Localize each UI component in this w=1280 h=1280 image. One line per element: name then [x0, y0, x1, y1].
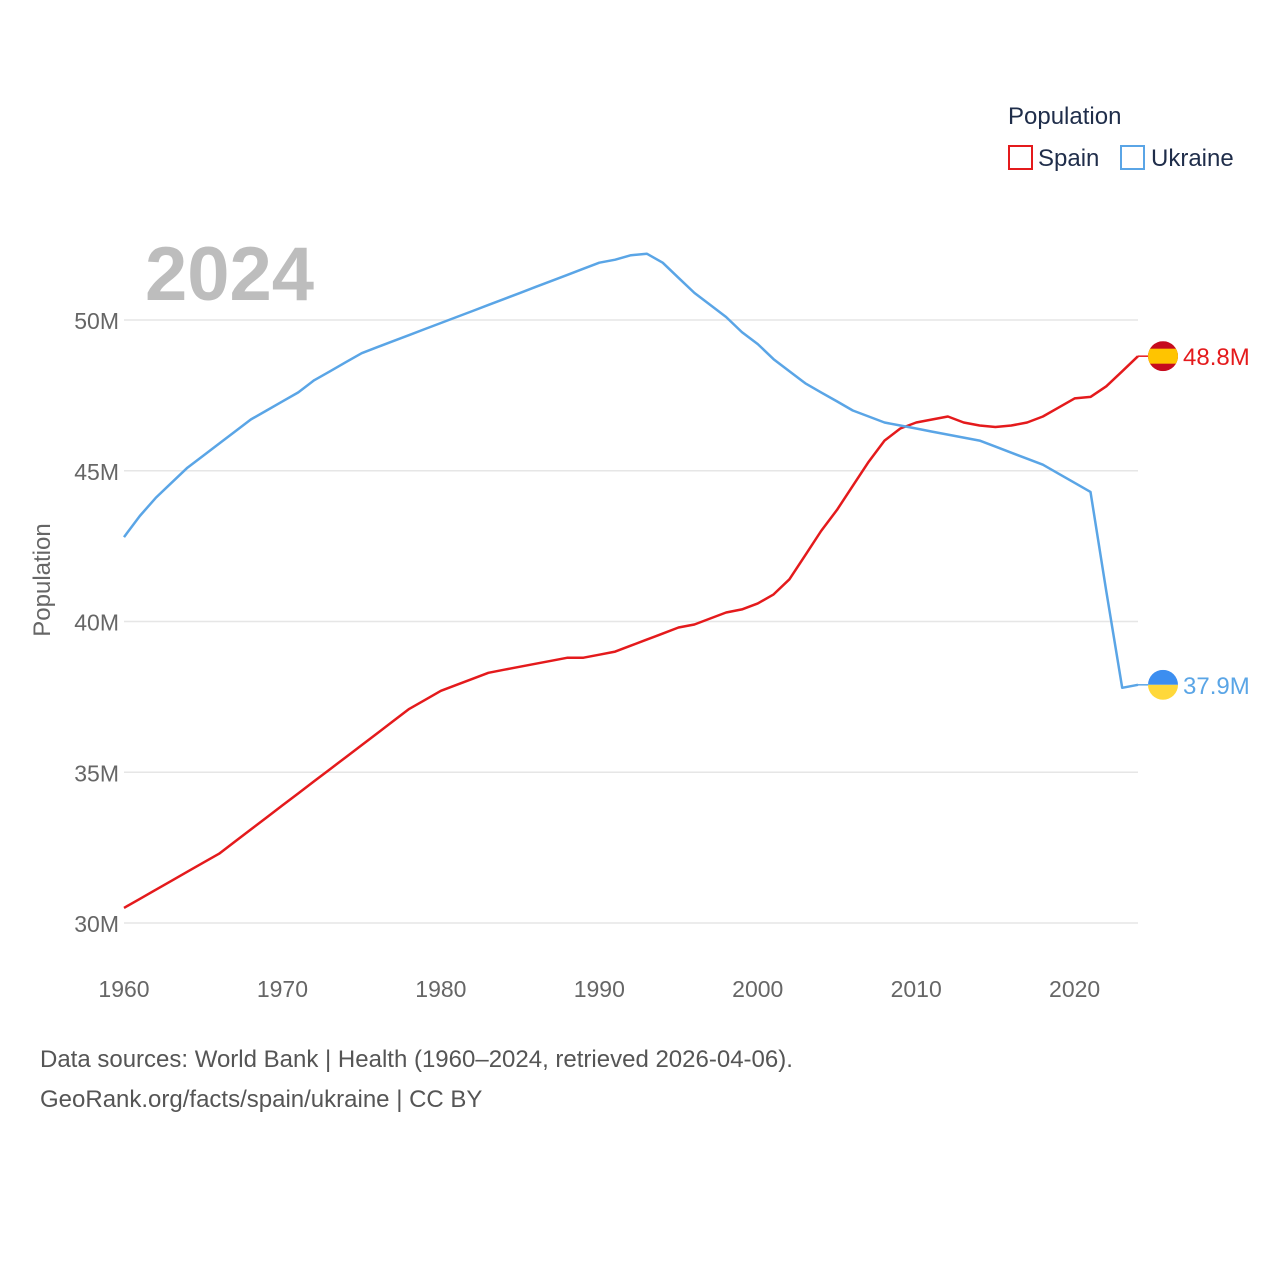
legend-swatch-ukraine[interactable]	[1120, 145, 1145, 170]
series-line-ukraine[interactable]	[122, 252, 1139, 690]
x-tick-label: 2010	[891, 976, 942, 1002]
year-label: 2024	[145, 232, 314, 317]
x-tick-label: 1980	[415, 976, 466, 1002]
legend-label-ukraine[interactable]: Ukraine	[1151, 145, 1234, 172]
y-tick-label: 30M	[74, 911, 119, 937]
y-tick-label: 45M	[74, 459, 119, 485]
x-tick-label: 1970	[257, 976, 308, 1002]
x-tick-label: 2000	[732, 976, 783, 1002]
end-label-spain: 48.8M	[1183, 344, 1250, 371]
y-axis-ticks: 30M 35M 40M 45M 50M	[74, 308, 119, 937]
spain-flag-icon	[1148, 341, 1178, 372]
ukraine-flag-icon	[1148, 669, 1178, 700]
source-line-license[interactable]: GeoRank.org/facts/spain/ukraine | CC BY	[40, 1086, 483, 1113]
x-tick-label: 2020	[1049, 976, 1100, 1002]
end-label-ukraine: 37.9M	[1183, 673, 1250, 700]
end-markers: 48.8M 37.9M	[1138, 341, 1250, 700]
population-chart: 30M 35M 40M 45M 50M 1960 1970 1980 1990 2000 2010…	[29, 103, 1250, 1002]
x-tick-label: 1960	[98, 976, 149, 1002]
series-lines	[122, 252, 1139, 909]
legend-swatch-spain[interactable]	[1008, 145, 1033, 170]
series-line-spain[interactable]	[123, 355, 1139, 909]
source-note: Data sources: World Bank | Health (1960–…	[40, 1040, 793, 1120]
y-tick-label: 35M	[74, 760, 119, 786]
legend-title: Population	[1008, 103, 1121, 130]
source-line-data: Data sources: World Bank | Health (1960–…	[40, 1046, 793, 1073]
y-tick-label: 50M	[74, 308, 119, 334]
x-axis-ticks: 1960 1970 1980 1990 2000 2010 2020	[98, 976, 1100, 1002]
legend[interactable]: Population Spain Ukraine	[1008, 103, 1234, 172]
y-tick-label: 40M	[74, 610, 119, 636]
legend-label-spain[interactable]: Spain	[1038, 145, 1099, 172]
grid-lines	[124, 319, 1138, 924]
x-tick-label: 1990	[574, 976, 625, 1002]
y-axis-title: Population	[29, 523, 56, 636]
